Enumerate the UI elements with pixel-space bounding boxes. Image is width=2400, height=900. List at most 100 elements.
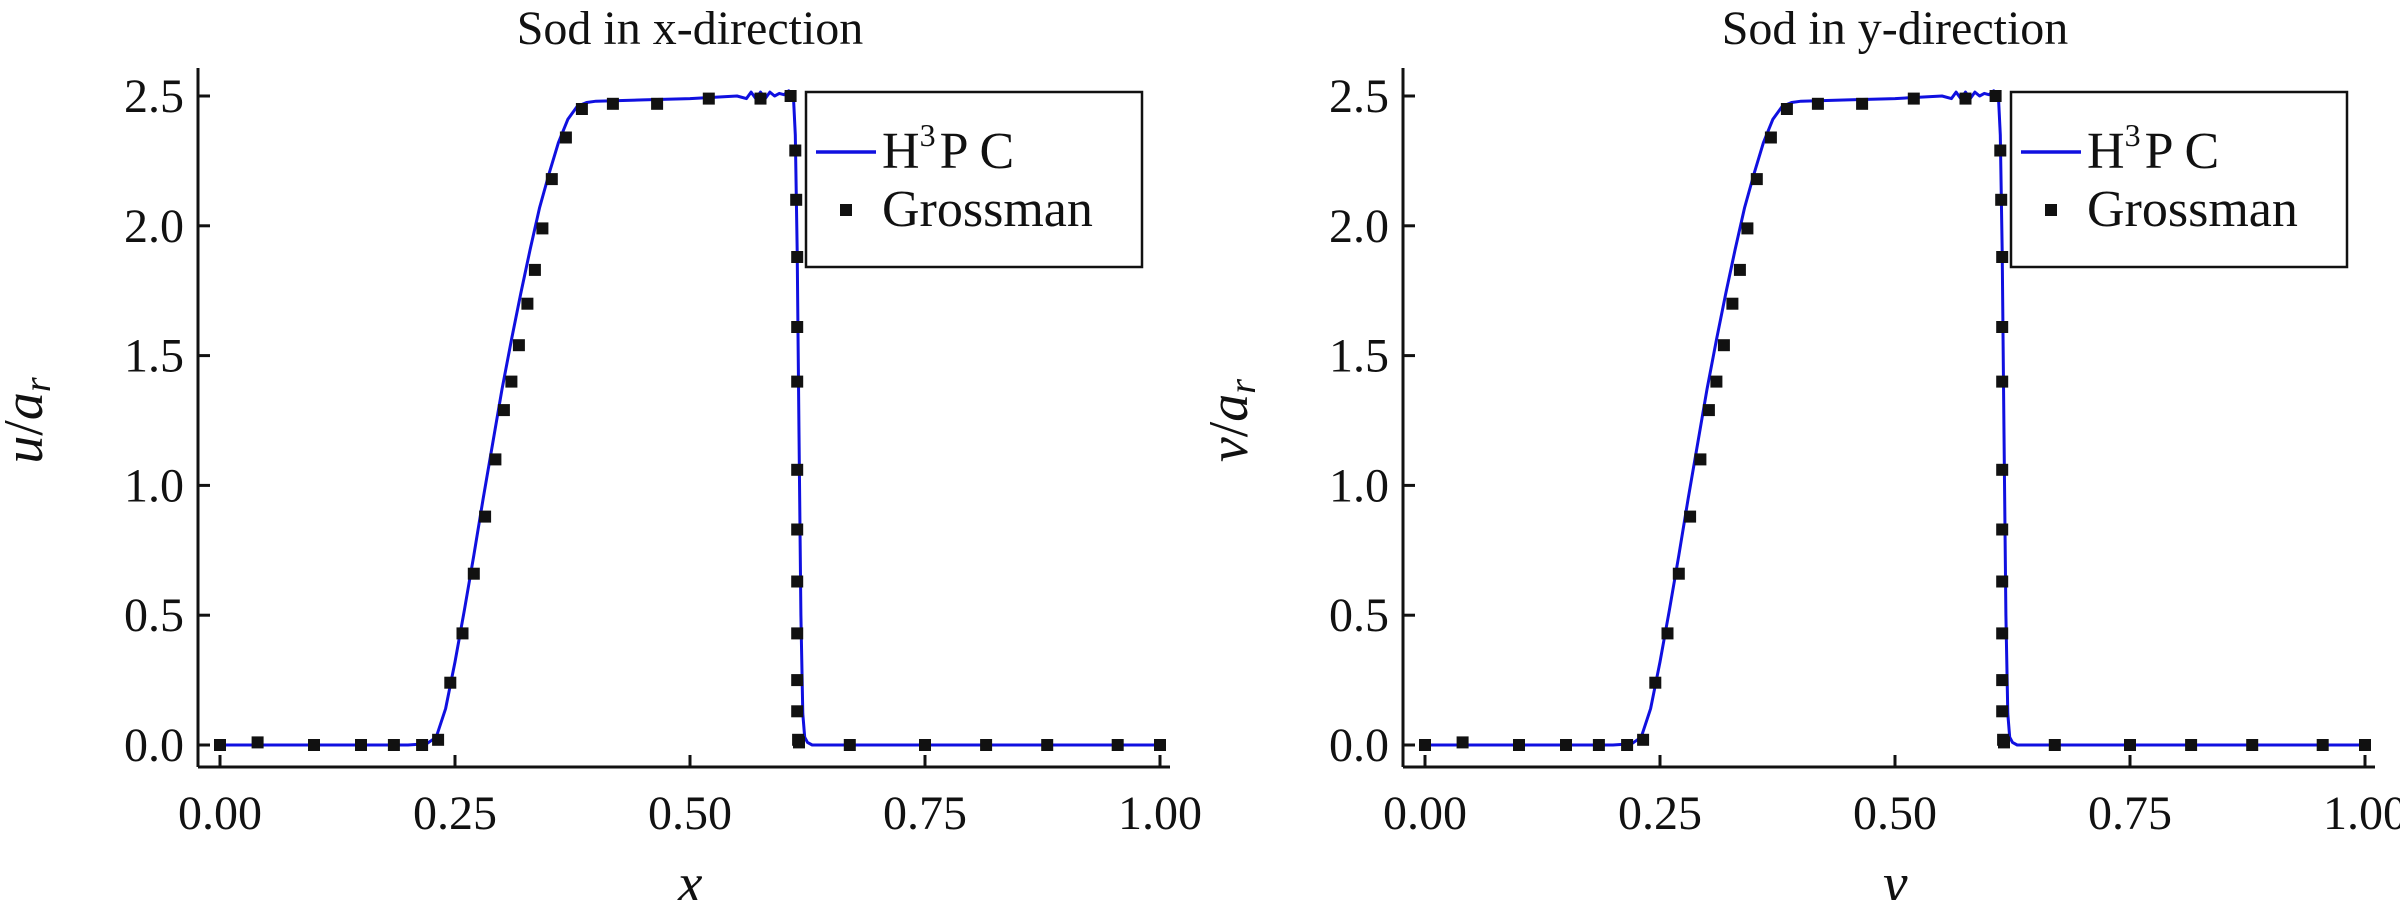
data-point-grossman — [790, 193, 803, 206]
legend-entry-base: H — [2087, 123, 2125, 180]
y-axis-label: v/ar — [1198, 379, 1264, 462]
data-point-grossman — [791, 463, 804, 476]
data-point-grossman — [980, 739, 993, 751]
data-point-grossman — [1989, 90, 2002, 102]
data-point-grossman — [791, 627, 804, 640]
x-tick-label: 0.00 — [1383, 787, 1467, 840]
legend-entry-h3pc: H3P C — [882, 117, 1014, 180]
legend-entry-rest: P C — [940, 123, 1015, 180]
y-tick-label: 2.5 — [124, 70, 184, 123]
data-point-grossman — [505, 375, 518, 388]
legend-entry-rest: P C — [2145, 123, 2220, 180]
data-point-grossman — [1672, 567, 1685, 580]
y-tick-label: 1.0 — [124, 459, 184, 512]
data-point-grossman — [528, 263, 541, 276]
data-point-grossman — [791, 674, 804, 687]
chart-panel-x: Sod in x-direction 0.00 0.25 0.50 0.75 1.00 0.… — [0, 2, 1202, 900]
y-axis-label-sub: r — [17, 377, 59, 392]
x-tick-label-text: 0.75 — [883, 787, 967, 840]
y-axis-label-num: u — [0, 436, 55, 464]
x-tick-label: 0.25 — [1618, 787, 1702, 840]
legend-entry-grossman-text: Grossman — [882, 181, 1093, 238]
y-tick-label: 1.5 — [124, 330, 184, 383]
x-axis-label: x — [677, 853, 703, 900]
y-tick-label: 1.5 — [1329, 330, 1389, 383]
data-point-grossman — [1621, 739, 1634, 751]
data-point-grossman — [251, 736, 264, 749]
y-tick-label: 2.0 — [124, 200, 184, 253]
data-point-grossman — [545, 173, 558, 186]
data-point-grossman — [1996, 627, 2009, 640]
x-tick-label: 0.50 — [1853, 787, 1937, 840]
data-point-grossman — [214, 739, 226, 751]
data-point-grossman — [308, 739, 320, 751]
y-axis-label-num: v — [1198, 437, 1260, 462]
data-point-grossman — [444, 676, 457, 689]
y-tick-label-text: 2.5 — [1329, 70, 1389, 123]
data-point-grossman — [1998, 736, 2010, 749]
data-point-grossman — [1154, 739, 1166, 751]
y-tick-label-text: 0.5 — [124, 589, 184, 642]
data-point-grossman — [791, 375, 804, 388]
data-point-grossman — [1996, 523, 2009, 536]
data-point-grossman — [355, 739, 367, 751]
x-tick-label-text: 1.00 — [1118, 787, 1202, 840]
x-tick-label-text: 0.25 — [1618, 787, 1702, 840]
data-point-grossman — [1717, 339, 1730, 352]
data-point-grossman — [1661, 627, 1674, 640]
data-point-grossman — [467, 567, 480, 580]
data-point-grossman — [1856, 97, 1869, 110]
y-tick-label-text: 1.5 — [124, 330, 184, 383]
y-tick-label: 0.5 — [124, 589, 184, 642]
data-point-grossman — [1780, 103, 1793, 115]
series-markers-grossman — [214, 90, 1166, 751]
chart-panel-y: Sod in y-direction 0.00 0.25 0.50 0.75 1.00 0.… — [1198, 2, 2400, 900]
data-point-grossman — [1996, 321, 2009, 333]
data-point-grossman — [1750, 173, 1763, 186]
data-point-grossman — [1560, 739, 1572, 751]
x-tick-label: 0.50 — [648, 787, 732, 840]
y-tick-label: 1.0 — [1329, 459, 1389, 512]
x-tick-label: 1.00 — [1118, 787, 1202, 840]
data-point-grossman — [2185, 739, 2198, 751]
data-point-grossman — [2246, 739, 2259, 751]
x-tick-label-text: 1.00 — [2323, 787, 2400, 840]
data-point-grossman — [1996, 375, 2009, 388]
x-tick-label: 0.75 — [883, 787, 967, 840]
data-point-grossman — [456, 627, 469, 640]
y-tick-label: 0.5 — [1329, 589, 1389, 642]
data-point-grossman — [1764, 131, 1777, 144]
data-point-grossman — [919, 739, 931, 751]
legend-entry-sup: 3 — [2125, 117, 2141, 153]
data-point-grossman — [1996, 463, 2009, 476]
data-point-grossman — [1649, 676, 1662, 689]
data-point-grossman — [432, 733, 445, 746]
x-tick-label: 0.00 — [178, 787, 262, 840]
data-point-grossman — [1996, 251, 2009, 263]
data-point-grossman — [479, 510, 492, 523]
data-point-grossman — [1907, 92, 1920, 105]
data-point-grossman — [559, 131, 572, 144]
y-tick-label: 0.0 — [124, 719, 184, 772]
data-point-grossman — [1733, 263, 1746, 276]
y-axis-label: u/ar — [0, 377, 59, 464]
x-tick-label-text: 0.00 — [178, 787, 262, 840]
data-point-grossman — [387, 739, 400, 751]
data-point-grossman — [2359, 739, 2371, 751]
data-point-grossman — [1995, 193, 2008, 206]
data-point-grossman — [512, 339, 525, 352]
data-point-grossman — [843, 739, 856, 751]
x-axis-label-text: y — [1878, 853, 1908, 900]
y-tick-label-text: 2.5 — [124, 70, 184, 123]
legend-entry-h3pc: H3P C — [2087, 117, 2219, 180]
legend-entry-sup: 3 — [920, 117, 936, 153]
x-tick-label: 1.00 — [2323, 787, 2400, 840]
legend-entry-grossman: Grossman — [882, 181, 1093, 238]
legend-box — [804, 90, 1144, 269]
data-point-grossman — [521, 297, 534, 310]
data-point-grossman — [1710, 375, 1723, 388]
data-point-grossman — [1741, 222, 1754, 235]
